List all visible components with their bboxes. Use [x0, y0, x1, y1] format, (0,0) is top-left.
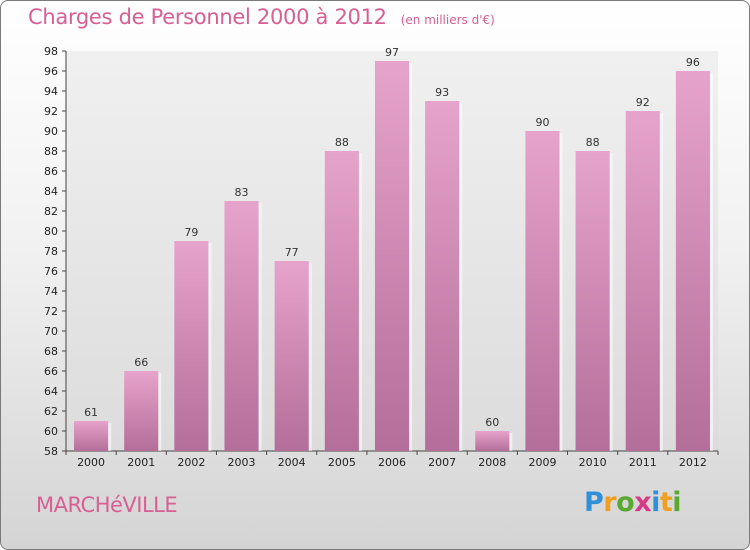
y-tick-label: 74: [44, 285, 58, 298]
y-tick-label: 64: [44, 385, 58, 398]
bar-2003: [224, 201, 259, 451]
chart-title: Charges de Personnel 2000 à 2012: [28, 5, 387, 29]
bar-2012: [675, 71, 710, 451]
logo-letter: r: [603, 487, 617, 518]
x-tick-label-2001: 2001: [127, 456, 155, 469]
bar-2008: [475, 431, 510, 451]
title-row: Charges de Personnel 2000 à 2012 (en mill…: [28, 5, 495, 29]
bar-2011: [625, 111, 660, 451]
y-axis-ticks: 58 60 62 64 66 68 70 72 74 76 78 80 82 84 86 88 90 92 94 96…: [44, 45, 66, 458]
logo-letter: P: [584, 487, 604, 518]
y-tick-label: 78: [44, 245, 58, 258]
value-label-2011: 92: [636, 96, 650, 109]
y-tick-label: 68: [44, 345, 58, 358]
value-label-2003: 83: [235, 186, 249, 199]
bar-2001: [124, 371, 159, 451]
bars: 61 66 79 83 77 88 97 93 60 90 88 92 96: [74, 46, 713, 451]
y-tick-label: 76: [44, 265, 58, 278]
y-tick-label: 72: [44, 305, 58, 318]
y-tick-label: 96: [44, 65, 58, 78]
y-tick-label: 70: [44, 325, 58, 338]
value-label-2010: 88: [586, 136, 600, 149]
y-tick-label: 86: [44, 165, 58, 178]
x-tick-label-2010: 2010: [579, 456, 607, 469]
x-tick-label-2005: 2005: [328, 456, 356, 469]
value-label-2009: 90: [535, 116, 549, 129]
y-tick-label: 58: [44, 445, 58, 458]
x-tick-label-2008: 2008: [478, 456, 506, 469]
bar-2000: [74, 421, 109, 451]
x-tick-label-2002: 2002: [177, 456, 205, 469]
value-label-2006: 97: [385, 46, 399, 59]
y-tick-label: 94: [44, 85, 58, 98]
value-label-2004: 77: [285, 246, 299, 259]
y-tick-label: 80: [44, 225, 58, 238]
y-tick-label: 60: [44, 425, 58, 438]
y-tick-label: 66: [44, 365, 58, 378]
x-tick-label-2006: 2006: [378, 456, 406, 469]
y-tick-label: 88: [44, 145, 58, 158]
value-label-2000: 61: [84, 406, 98, 419]
x-tick-label-2011: 2011: [629, 456, 657, 469]
bar-2007: [425, 101, 460, 451]
value-label-2008: 60: [485, 416, 499, 429]
value-label-2002: 79: [184, 226, 198, 239]
bar-2010: [575, 151, 610, 451]
y-tick-label: 84: [44, 185, 58, 198]
logo-letter: x: [634, 487, 652, 518]
x-tick-label-2000: 2000: [77, 456, 105, 469]
y-tick-label: 62: [44, 405, 58, 418]
x-tick-label-2003: 2003: [228, 456, 256, 469]
logo-letter: i: [651, 487, 660, 518]
value-label-2012: 96: [686, 56, 700, 69]
y-tick-label: 98: [44, 45, 58, 58]
proxiti-logo: Proxiti: [584, 487, 682, 518]
x-tick-label-2004: 2004: [278, 456, 306, 469]
chart-unit: (en milliers d'€): [400, 13, 495, 27]
bar-2006: [374, 61, 410, 451]
x-tick-label-2009: 2009: [528, 456, 556, 469]
logo-letter: o: [616, 487, 635, 518]
bar-2004: [274, 261, 309, 451]
town-name: MARCHéVILLE: [36, 493, 178, 517]
value-label-2005: 88: [335, 136, 349, 149]
bar-2005: [324, 151, 359, 451]
bar-2009: [525, 131, 560, 451]
y-tick-label: 82: [44, 205, 58, 218]
y-tick-label: 90: [44, 125, 58, 138]
value-label-2001: 66: [134, 356, 148, 369]
value-label-2007: 93: [435, 86, 449, 99]
x-axis-ticks: 2000 2001 2002 2003 2004 2005 2006 2007 2008 2009…: [65, 451, 719, 469]
y-tick-label: 92: [44, 105, 58, 118]
logo-letter: i: [672, 487, 682, 518]
logo-letter: t: [659, 487, 673, 518]
x-tick-label-2007: 2007: [428, 456, 456, 469]
x-tick-label-2012: 2012: [679, 456, 707, 469]
bar-2002: [174, 241, 209, 451]
